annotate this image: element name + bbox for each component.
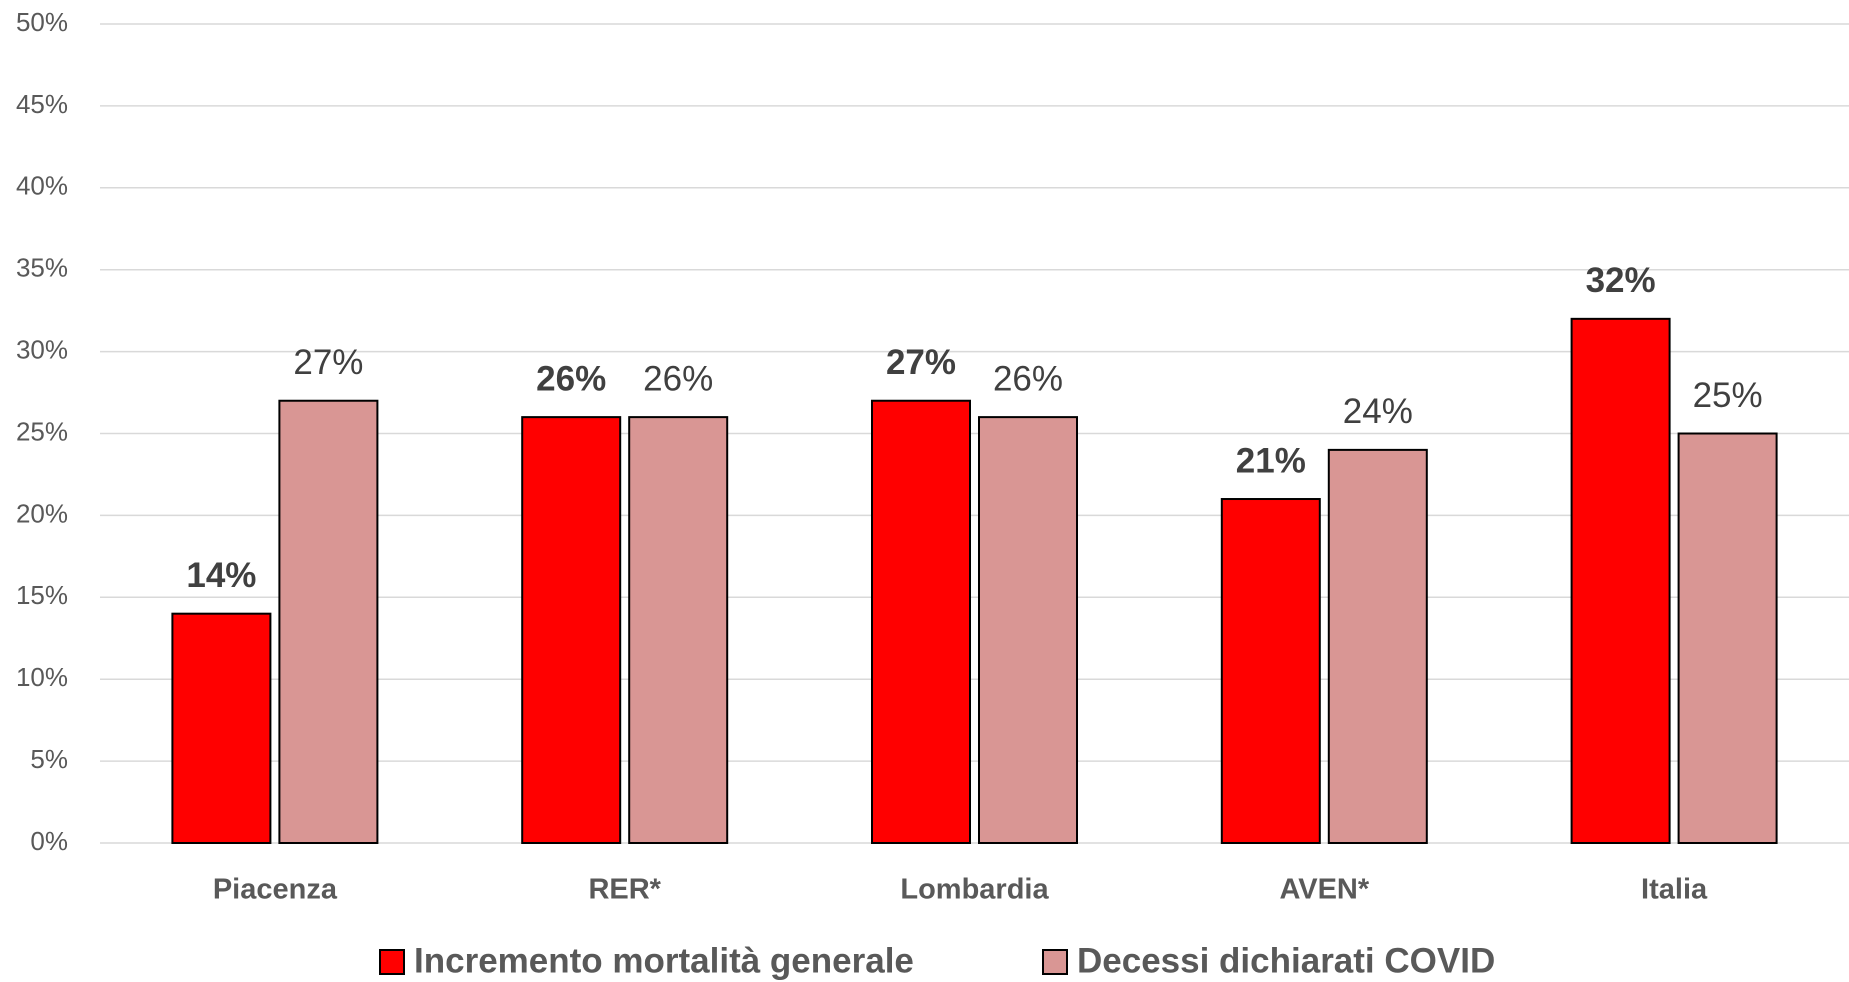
x-tick-label: Italia	[1641, 874, 1708, 906]
bar	[521, 416, 622, 844]
y-tick-label: 25%	[16, 416, 68, 446]
legend-swatch	[379, 949, 405, 975]
y-tick-label: 40%	[16, 171, 68, 201]
data-label: 27%	[293, 343, 363, 382]
bar	[278, 399, 379, 844]
legend-label: Incremento mortalità generale	[414, 941, 914, 980]
data-label: 27%	[886, 343, 956, 382]
x-tick-label: AVEN*	[1279, 874, 1369, 906]
y-tick-label: 10%	[16, 662, 68, 692]
y-tick-label: 35%	[16, 253, 68, 283]
bar	[171, 612, 272, 844]
y-tick-label: 5%	[30, 744, 68, 774]
bar	[628, 416, 729, 844]
data-label: 26%	[993, 359, 1063, 398]
bar	[1327, 448, 1428, 844]
bar	[871, 399, 971, 844]
data-label: 14%	[186, 556, 256, 595]
data-label: 26%	[643, 359, 713, 398]
x-tick-label: Piacenza	[213, 874, 338, 906]
data-label: 25%	[1693, 376, 1763, 415]
legend-label: Decessi dichiarati COVID	[1077, 941, 1495, 980]
bar	[1220, 498, 1321, 844]
data-label: 32%	[1586, 261, 1656, 300]
data-label: 26%	[536, 359, 606, 398]
x-tick-label: Lombardia	[900, 874, 1049, 906]
y-tick-label: 20%	[16, 498, 68, 528]
bar	[978, 416, 1078, 844]
x-tick-label: RER*	[588, 874, 661, 906]
y-tick-label: 45%	[16, 89, 68, 119]
y-tick-label: 50%	[16, 7, 68, 37]
data-label: 24%	[1343, 392, 1413, 431]
y-tick-label: 15%	[16, 580, 68, 610]
y-tick-label: 0%	[30, 826, 68, 856]
bar	[1677, 432, 1778, 844]
y-tick-label: 30%	[16, 334, 68, 364]
bar	[1570, 317, 1671, 844]
legend-swatch	[1042, 949, 1068, 975]
data-label: 21%	[1236, 441, 1306, 480]
